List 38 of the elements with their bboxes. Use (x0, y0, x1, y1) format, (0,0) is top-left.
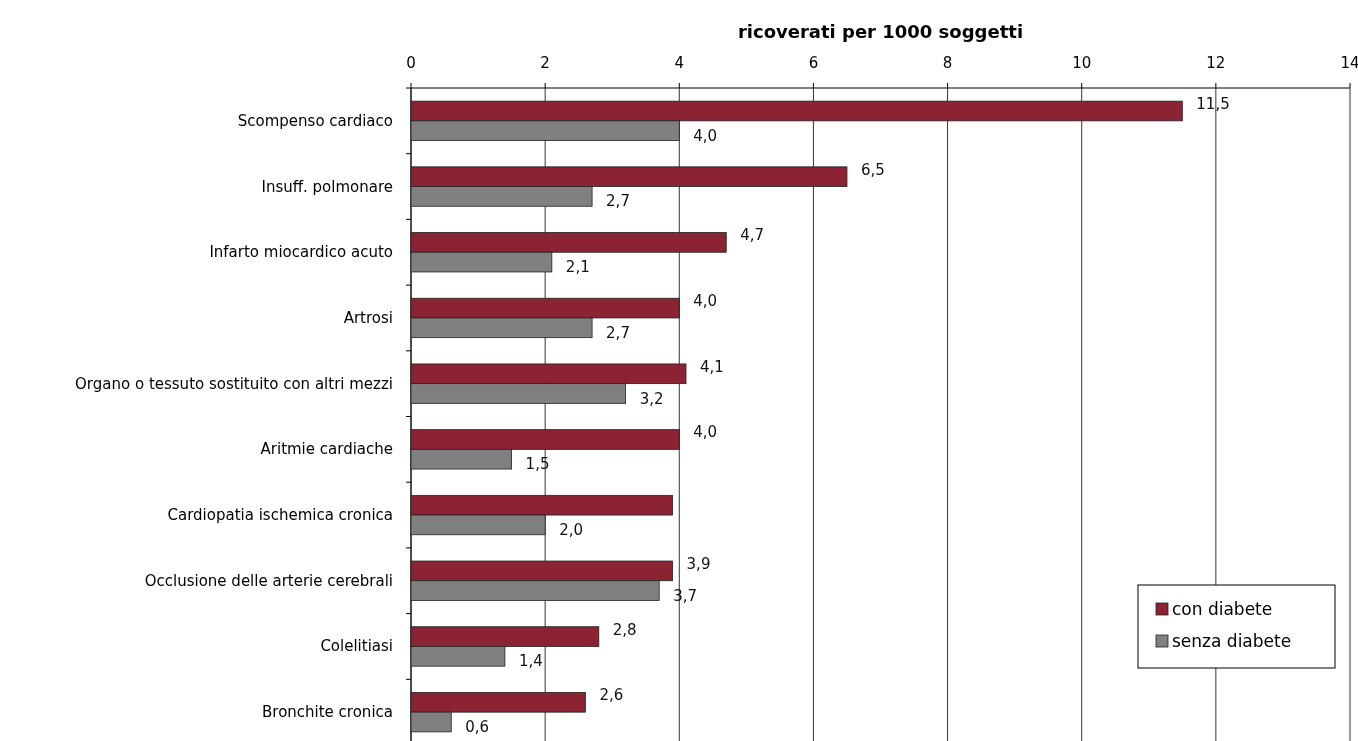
y-tick-label: Bronchite cronica (262, 703, 393, 722)
x-tick-label: 8 (942, 54, 953, 72)
data-label: 0,6 (465, 718, 490, 737)
y-tick-label: Colelitiasi (320, 637, 393, 656)
data-label: 3,2 (639, 389, 664, 408)
y-tick-label: Occlusione delle arterie cerebrali (144, 571, 393, 590)
x-tick-label: 10 (1072, 54, 1092, 72)
data-label: 2,7 (606, 192, 630, 211)
data-label: 2,0 (559, 520, 583, 539)
x-tick-label: 4 (674, 54, 685, 72)
data-label: 4,7 (740, 226, 765, 245)
data-label: 4,0 (693, 292, 718, 311)
data-label: 4,0 (693, 126, 718, 145)
y-tick-label: Artrosi (343, 308, 393, 327)
data-label: 1,5 (525, 455, 550, 474)
data-label: 4,1 (699, 357, 724, 376)
data-label: 1,4 (518, 652, 543, 671)
legend-label: con diabete (1172, 599, 1273, 619)
y-tick-label: Cardiopatia ischemica cronica (167, 506, 393, 525)
x-tick-label: 14 (1340, 54, 1358, 72)
data-label: 2,7 (606, 323, 630, 342)
data-label: 6,5 (860, 160, 885, 179)
x-tick-label: 0 (406, 54, 416, 72)
y-tick-label: Scompenso cardiaco (237, 111, 393, 130)
y-tick-label: Insuff. polmonare (261, 177, 393, 196)
y-tick-label: Aritmie cardiache (260, 440, 393, 459)
data-label: 2,6 (599, 686, 624, 705)
data-label: 3,9 (686, 554, 711, 573)
legend-label: senza diabete (1172, 631, 1292, 651)
data-label: 2,1 (565, 258, 590, 277)
y-tick-label: Organo o tessuto sostituito con altri mezzi (75, 374, 393, 393)
data-label: 4,0 (693, 423, 718, 442)
x-tick-label: 6 (808, 54, 819, 72)
x-tick-label: 12 (1206, 54, 1226, 72)
y-tick-label: Infarto miocardico acuto (209, 243, 393, 262)
x-tick-label: 2 (540, 54, 550, 72)
chart-title: ricoverati per 1000 soggetti (737, 21, 1024, 42)
data-label: 2,8 (612, 620, 637, 639)
